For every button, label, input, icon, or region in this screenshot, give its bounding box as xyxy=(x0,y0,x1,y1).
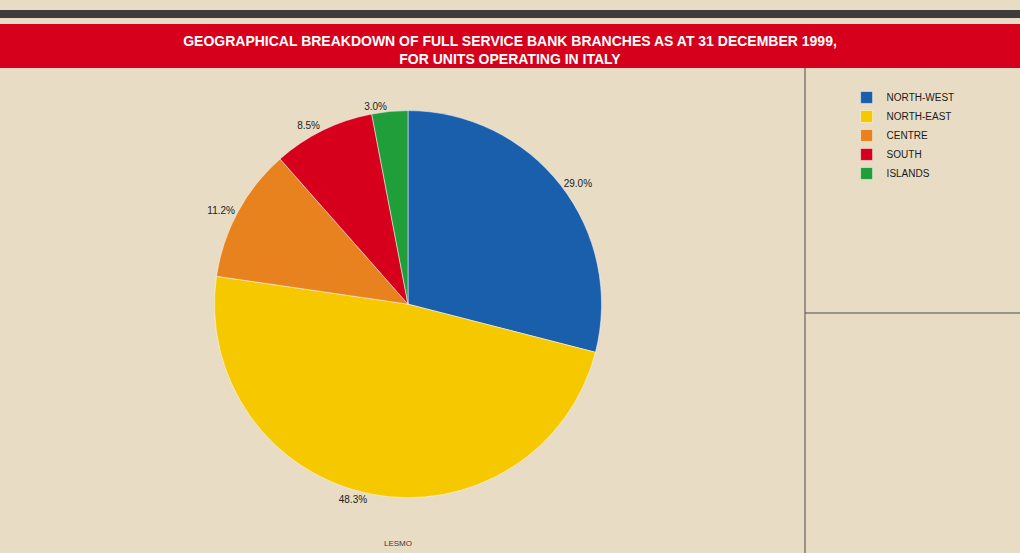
svg-text:LESMO: LESMO xyxy=(384,539,412,548)
svg-text:ISLANDS: ISLANDS xyxy=(887,168,930,179)
svg-text:NORTH-WEST: NORTH-WEST xyxy=(887,92,955,103)
svg-text:3.0%: 3.0% xyxy=(364,101,387,112)
svg-text:8.5%: 8.5% xyxy=(297,120,320,131)
svg-text:SOUTH: SOUTH xyxy=(887,149,922,160)
svg-text:29.0%: 29.0% xyxy=(564,178,592,189)
svg-text:NORTH-EAST: NORTH-EAST xyxy=(887,111,952,122)
svg-text:11.2%: 11.2% xyxy=(207,205,235,216)
svg-text:48.3%: 48.3% xyxy=(339,494,367,505)
svg-text:CENTRE: CENTRE xyxy=(887,130,928,141)
svg-text:GEOGRAPHICAL BREAKDOWN OF FULL: GEOGRAPHICAL BREAKDOWN OF FULL SERVICE B… xyxy=(183,33,837,67)
